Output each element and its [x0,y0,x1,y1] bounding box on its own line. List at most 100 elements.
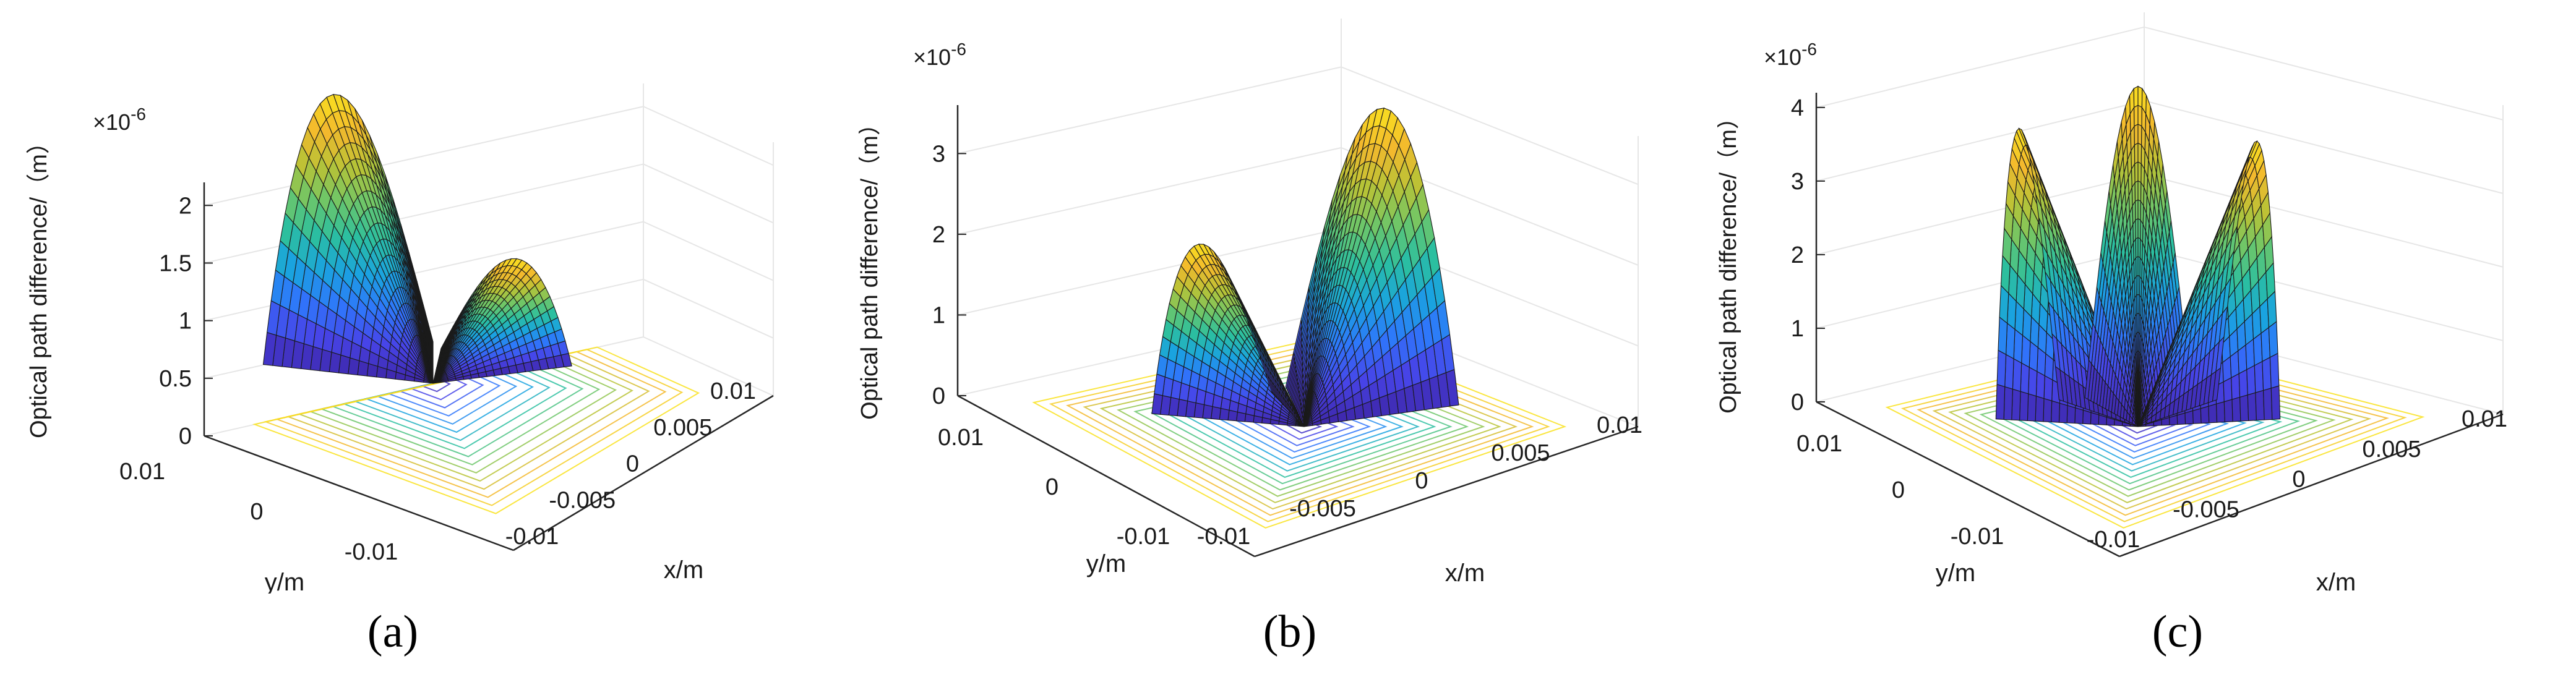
y-tick-label: 0.01 [938,425,984,451]
surface-patch [2035,395,2045,422]
surface-patch [2054,365,2064,402]
x-tick-label: -0.01 [1197,524,1251,550]
surface-patch [2231,373,2241,400]
surface-patch [2192,408,2202,424]
surface-patch [2134,180,2139,202]
z-tick-label: 0 [932,383,945,409]
panel-c-plot: 0 1 2 3 4 -0.01 -0.005 0 0.005 0.01 0.01 0 -0.01 x/m y… [1717,12,2507,594]
surface-patch [2208,403,2218,424]
surface-patch [2012,358,2022,392]
x-tick-label: -0.005 [549,487,616,513]
surface-lobe [1151,243,1305,427]
y-tick-label: 0.01 [119,459,165,485]
z-tick-label: 0 [1791,390,1804,415]
z-tick-label: 1 [179,309,192,334]
z-tick-label: 3 [1791,169,1804,195]
surface-patch [2134,142,2139,164]
x-tick-label: 0.005 [2362,436,2421,462]
z-axis-label: Optical path difference/（m） [26,130,52,438]
panel-a-axes: 0 0.5 1 1.5 2 -0.01 -0.005 0 0.005 0.01 0.01 0 -0.01… [26,104,774,594]
panel-a-surface [262,93,572,384]
y-axis-line [1816,401,2120,558]
surface-patch [2134,104,2139,127]
y-axis-label: y/m [265,569,304,594]
surface-patch [2134,123,2139,146]
y-tick-label: -0.01 [1951,524,2004,550]
surface-patch [2035,370,2045,399]
surface-patch [2268,321,2278,358]
surface-patch [2004,354,2014,390]
grid-line [643,278,774,339]
z-tick-label: 0.5 [159,366,192,392]
x-axis-line [1254,425,1639,558]
grid-line [643,163,774,224]
caption-a: (a) [367,607,419,657]
panel-b-axes: 0 1 2 3 -0.01 -0.005 0 0.005 0.01 0.01 0 -0.01 x/m y/… [859,40,1642,587]
surface-patch [2262,357,2272,391]
z-tick-label: 2 [932,222,945,248]
surface-patch [2254,360,2264,393]
x-tick-label: 0.005 [653,415,712,441]
surface-patch [2245,338,2255,370]
surface-patch [2134,161,2139,184]
grid-line [1816,247,2145,329]
grid-line [643,106,774,166]
surface-patch [2255,390,2265,421]
z-tick-label: 1 [1791,316,1804,342]
surface-patch [2027,393,2037,422]
grid-line [2144,173,2504,268]
y-tick-label: -0.01 [1117,524,1170,550]
x-axis-line [2119,413,2504,558]
x-axis-label: x/m [664,556,703,584]
x-tick-label: 0.01 [710,378,756,404]
x-tick-label: -0.01 [505,524,559,550]
y-axis-label: y/m [1086,550,1126,577]
x-tick-label: 0.01 [1597,412,1642,438]
z-tick-label: 4 [1791,95,1804,121]
grid-line [1816,26,2145,108]
y-axis-line [957,394,1255,558]
surface-patch [2231,396,2241,422]
grid-line [957,228,1342,316]
panel-b-surface [1151,107,1459,427]
y-tick-label: 0.01 [1797,431,1842,457]
surface-patch [2133,85,2139,108]
surface-patch [2074,407,2084,424]
surface-patch [2137,142,2142,164]
surface-patch [2137,123,2142,146]
y-tick-label: 0 [1045,474,1058,500]
surface-patch [1996,349,2007,388]
surface-patch [2019,391,2029,421]
grid-line [1341,66,1639,185]
surface-patch [2238,368,2248,398]
z-tick-label: 2 [179,193,192,219]
surface-patch [2066,405,2076,424]
y-axis-line [204,435,514,551]
grid-line [957,147,1342,235]
panel-c-surface [1995,85,2281,427]
surface-patch [2252,333,2263,367]
surface-patch [2184,410,2194,425]
panel-a-plot: 0 0.5 1 1.5 2 -0.01 -0.005 0 0.005 0.01 0.01 0 -0.01… [26,83,774,594]
x-axis-label: x/m [2316,569,2356,594]
y-tick-label: 0 [1892,477,1905,503]
surface-lobe [1285,107,1459,427]
z-tick-label: 1.5 [159,250,192,276]
x-axis-line [513,394,774,551]
z-tick-label: 0 [179,424,192,449]
surface-patch [1998,316,2008,356]
z-exponent-label: ×10-6 [1764,40,1817,70]
surface-patch [2223,377,2233,402]
surface-patch [2051,400,2060,423]
y-tick-label: -0.01 [345,539,398,565]
grid-line [643,336,774,396]
surface-patch [560,352,572,368]
surface-patch [2003,386,2013,420]
x-tick-label: 0 [2292,467,2305,493]
x-tick-label: 0.005 [1491,440,1550,466]
surface-patch [424,311,434,344]
z-axis-label: Optical path difference/（m） [1717,106,1741,414]
surface-patch [2135,218,2139,240]
x-tick-label: 0 [1415,468,1428,494]
